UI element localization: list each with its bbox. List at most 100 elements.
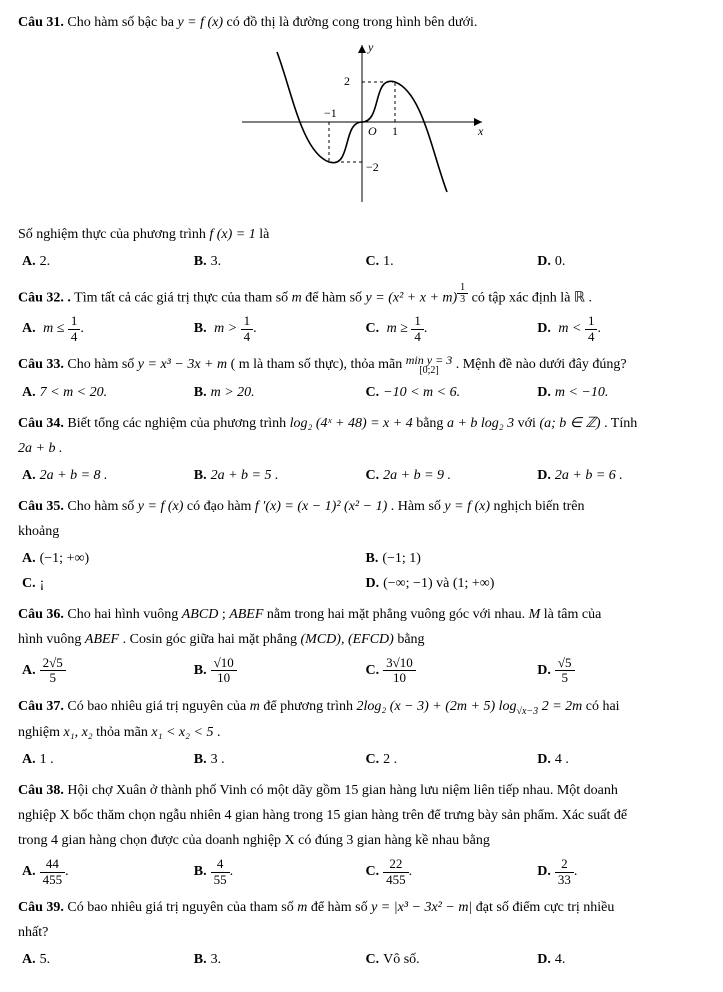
q33-c-val: −10 < m < 6. [383,385,460,400]
q34-choice-c[interactable]: C.2a + b = 9 . [362,463,534,488]
q32-a-num: 1 [68,314,81,329]
q31-func: y = f (x) [177,15,223,30]
q38-choice-a[interactable]: A.44455. [18,855,190,889]
q37-dot: . [217,725,221,740]
q35-choice-a[interactable]: A.(−1; +∞) [18,546,362,571]
q36-b-num: √10 [211,656,237,671]
q37-c-val: 2 . [383,752,397,767]
q35-a-val: (−1; +∞) [40,551,90,566]
q38-choice-b[interactable]: B.455. [190,855,362,889]
q32-choice-b[interactable]: B. m > 14. [190,312,362,346]
q36-l2b: . Cosin góc giữa hai mặt phẳng [123,632,301,647]
q36-choice-c[interactable]: C.3√1010 [362,654,534,688]
q37-a-val: 1 . [40,752,54,767]
q34-d-val: 2a + b = 6 . [555,468,623,483]
q37-choice-a[interactable]: A.1 . [18,747,190,772]
q31-a-val: 2. [40,254,51,269]
q31-after-a: Số nghiệm thực của phương trình [18,227,209,242]
xtick-neg: −1 [324,106,337,120]
q37-choice-b[interactable]: B.3 . [190,747,362,772]
q36-d-den: 5 [555,671,575,685]
q34-a: Biết tổng các nghiệm của phương trình [67,416,289,431]
q36-line2: hình vuông ABEF . Cosin góc giữa hai mặt… [18,629,705,650]
q32-choice-c[interactable]: C. m ≥ 14. [362,312,534,346]
q36-l2c: bằng [397,632,424,647]
q34-cond: (a; b ∈ ℤ) [539,416,600,431]
q39-choice-a[interactable]: A.5. [18,947,190,972]
q31-c-val: 1. [383,254,394,269]
q35-choice-c[interactable]: C.¡ [18,571,362,596]
q32-c-den: 4 [411,330,424,344]
q37-d-val: 4 . [555,752,569,767]
q36-choice-b[interactable]: B.√1010 [190,654,362,688]
q37-eq-tail: 2 = 2m [538,699,582,714]
q36-choices: A.2√55 B.√1010 C.3√1010 D.√55 [18,654,705,688]
q35-choice-b[interactable]: B.(−1; 1) [362,546,706,571]
q31-choice-d[interactable]: D.0. [533,249,705,274]
q31-after-b: là [259,227,269,242]
q38-c-den: 455 [383,873,409,887]
q37-choice-c[interactable]: C.2 . [362,747,534,772]
q37-b: để phương trình [263,699,356,714]
q39-d-val: 4. [555,952,566,967]
q35-f2: y = f (x) [444,499,490,514]
q31-choice-c[interactable]: C.1. [362,249,534,274]
q36-a: Cho hai hình vuông [67,607,181,622]
q32-d-num: 1 [585,314,598,329]
q32-choice-a[interactable]: A. m ≤ 14. [18,312,190,346]
q31-choice-b[interactable]: B.3. [190,249,362,274]
q35-b-val: (−1; 1) [382,551,421,566]
q35-a: Cho hàm số [67,499,137,514]
q37-label: Câu 37. [18,699,64,714]
q39-choice-d[interactable]: D.4. [533,947,705,972]
q34-ab: a + b log₂ 3 [447,416,514,431]
q34-line2: 2a + b . [18,438,705,459]
q33-minrange: [0;2] [406,366,452,376]
q37-choices: A.1 . B.3 . C.2 . D.4 . [18,747,705,772]
q31-after: Số nghiệm thực của phương trình f (x) = … [18,224,705,245]
question-31: Câu 31. Cho hàm số bậc ba y = f (x) có đ… [18,12,705,274]
q32-a: Tìm tất cả các giá trị thực của tham số [74,290,292,305]
q33-choice-d[interactable]: D.m < −10. [533,380,705,405]
q39-b-val: 3. [211,952,222,967]
q37-xs: x₁, x₂ [64,725,93,740]
q31-text-b: có đồ thị là đường cong trong hình bên d… [227,15,478,30]
q34-c-val: 2a + b = 9 . [383,468,451,483]
q31-text-a: Cho hàm số bậc ba [67,15,177,30]
q38-b-den: 55 [211,873,230,887]
q33-choice-a[interactable]: A.7 < m < 20. [18,380,190,405]
q32-a-pre: m ≤ [43,321,68,336]
q32-b-pre: m > [214,321,241,336]
q39-a-val: 5. [40,952,51,967]
q38-choice-c[interactable]: C.22455. [362,855,534,889]
q38-choice-d[interactable]: D.233. [533,855,705,889]
q36-c-num: 3√10 [383,656,416,671]
q38-line2: nghiệp X bốc thăm chọn ngẫu nhiên 4 gian… [18,805,705,826]
q34-choice-b[interactable]: B.2a + b = 5 . [190,463,362,488]
q36-choice-d[interactable]: D.√55 [533,654,705,688]
x-axis-label: x [477,124,484,138]
q39-m: m [297,900,307,915]
q33-choice-b[interactable]: B.m > 20. [190,380,362,405]
q34-a-val: 2a + b = 8 . [40,468,108,483]
q32-b: để hàm số [305,290,365,305]
q39-a: Có bao nhiêu giá trị nguyên của tham số [67,900,297,915]
q35-choice-d[interactable]: D.(−∞; −1) và (1; +∞) [362,571,706,596]
q33-choice-c[interactable]: C.−10 < m < 6. [362,380,534,405]
q34-eq: log₂ (4ˣ + 48) = x + 4 [290,416,413,431]
q36-choice-a[interactable]: A.2√55 [18,654,190,688]
cubic-graph: y x O 2 −2 −1 1 [232,37,492,207]
question-35: Câu 35. Cho hàm số y = f (x) có đạo hàm … [18,496,705,596]
q37-m: m [250,699,260,714]
q32-choice-d[interactable]: D. m < 14. [533,312,705,346]
q39-choice-c[interactable]: C.Vô số. [362,947,534,972]
q31-choice-a[interactable]: A.2. [18,249,190,274]
q31-d-val: 0. [555,254,566,269]
q37-choice-d[interactable]: D.4 . [533,747,705,772]
q34-choice-a[interactable]: A.2a + b = 8 . [18,463,190,488]
q34-choice-d[interactable]: D.2a + b = 6 . [533,463,705,488]
q34-choices: A.2a + b = 8 . B.2a + b = 5 . C.2a + b =… [18,463,705,488]
q36-b: nằm trong hai mặt phẳng vuông góc với nh… [267,607,529,622]
q36-M: M [529,607,541,622]
q39-choice-b[interactable]: B.3. [190,947,362,972]
